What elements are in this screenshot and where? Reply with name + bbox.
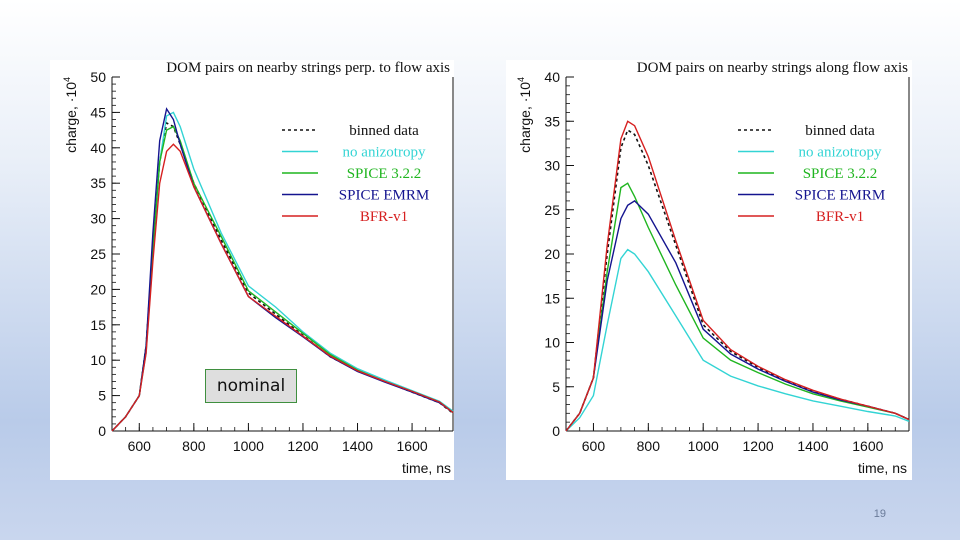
y-tick-label: 50 [90, 69, 106, 85]
y-tick-label: 15 [544, 290, 560, 306]
x-tick-label: 1200 [287, 438, 318, 454]
nominal-annotation: nominal [205, 369, 297, 403]
series-line-spice-3-2-2 [565, 182, 910, 432]
legend-label: SPICE 3.2.2 [803, 166, 878, 182]
y-tick-label: 25 [90, 246, 106, 262]
x-tick-label: 600 [128, 438, 152, 454]
legend-label: SPICE EMRM [795, 188, 885, 204]
y-tick-label: 40 [90, 140, 106, 156]
legend-label: no anizotropy [343, 145, 426, 161]
y-tick-label: 10 [90, 352, 106, 368]
y-tick-label: 15 [90, 317, 106, 333]
chart-title: DOM pairs on nearby strings along flow a… [636, 60, 908, 76]
series-line-spice-emrm [565, 200, 910, 432]
y-tick-label: 20 [544, 246, 560, 262]
chart-title: DOM pairs on nearby strings perp. to flo… [166, 60, 450, 76]
y-tick-label: 45 [90, 104, 106, 120]
legend-label: SPICE 3.2.2 [347, 166, 422, 182]
y-axis-label-exponent: 4 [516, 77, 526, 82]
y-axis-label-exponent: 4 [62, 77, 72, 82]
x-tick-label: 1600 [852, 438, 883, 454]
legend-label: SPICE EMRM [339, 188, 429, 204]
legend-label: binned data [349, 123, 419, 139]
y-tick-label: 20 [90, 281, 106, 297]
series-line-bfr-v1 [111, 143, 454, 432]
chart-panel-along: DOM pairs on nearby strings along flow a… [506, 60, 912, 480]
y-tick-label: 0 [98, 423, 106, 439]
y-tick-label: 10 [544, 335, 560, 351]
x-axis-label: time, ns [858, 460, 907, 476]
series-line-no-anizotropy [565, 248, 910, 432]
y-tick-label: 25 [544, 202, 560, 218]
chart-panel-perp: DOM pairs on nearby strings perp. to flo… [50, 60, 454, 480]
x-tick-label: 1400 [797, 438, 828, 454]
y-tick-label: 35 [544, 113, 560, 129]
y-axis-label: charge, ·104 [62, 77, 79, 153]
y-tick-label: 30 [544, 158, 560, 174]
page-number: 19 [873, 508, 886, 520]
x-tick-label: 1000 [233, 438, 264, 454]
y-tick-label: 0 [552, 423, 560, 439]
x-tick-label: 800 [182, 438, 206, 454]
x-axis-label: time, ns [402, 460, 451, 476]
y-tick-label: 5 [552, 379, 560, 395]
series-line-bfr-v1 [565, 120, 910, 432]
x-tick-label: 1600 [397, 438, 428, 454]
legend-label: BFR-v1 [360, 209, 408, 225]
x-tick-label: 800 [637, 438, 661, 454]
x-tick-label: 600 [582, 438, 606, 454]
y-tick-label: 30 [90, 211, 106, 227]
y-axis-label: charge, ·104 [516, 77, 533, 153]
chart-along: 0 5 10 15 20 25 30 35 40 600 800 1000 1200 1400 1600 ti… [516, 69, 910, 476]
y-tick-label: 35 [90, 175, 106, 191]
x-tick-label: 1200 [743, 438, 774, 454]
legend-label: BFR-v1 [816, 209, 864, 225]
legend-label: binned data [805, 123, 875, 139]
x-tick-label: 1400 [342, 438, 373, 454]
legend-label: no anizotropy [799, 145, 882, 161]
y-tick-label: 40 [544, 69, 560, 85]
chart-perp: 0 5 10 15 20 25 30 35 40 45 50 600 800 1000 1200 1400 16… [62, 69, 454, 476]
y-tick-label: 5 [98, 388, 106, 404]
x-tick-label: 1000 [688, 438, 719, 454]
